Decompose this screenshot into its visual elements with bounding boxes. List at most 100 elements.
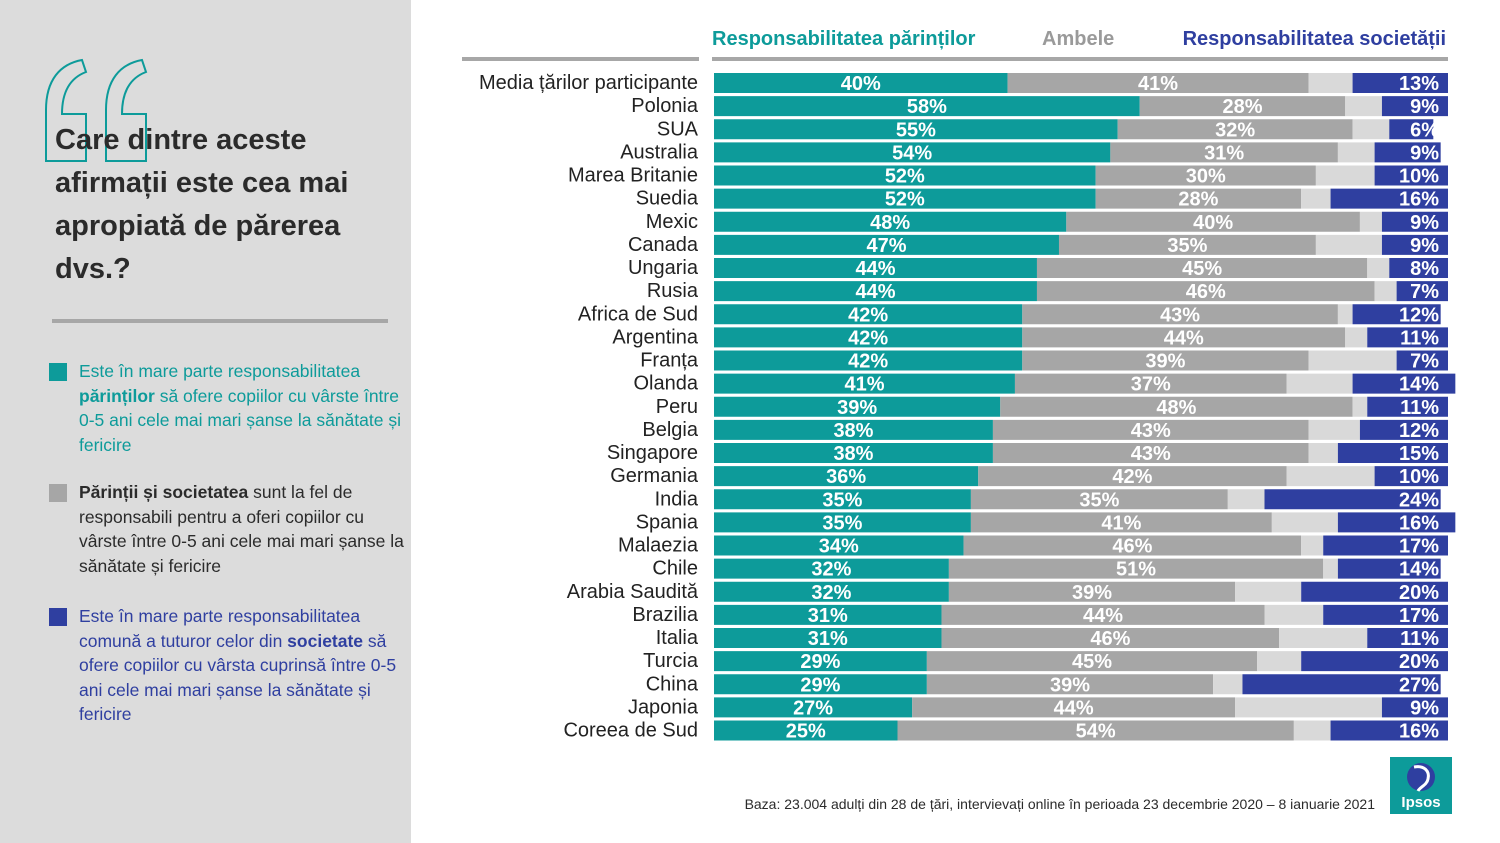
bar-segment-both [1066, 211, 1360, 232]
bar-segment-society [1359, 419, 1448, 440]
legend-both-text: Părinții și societatea sunt la fel de re… [79, 480, 409, 578]
legend-society-text-1: Este în mare parte responsabilitatea com… [79, 606, 361, 651]
bar-segment-both [948, 581, 1236, 602]
data-label-both: 28% [1178, 189, 1218, 211]
bar-segment-unlabeled [1359, 211, 1382, 232]
data-label-both: 40% [1193, 212, 1233, 234]
data-label-both: 35% [1079, 489, 1119, 511]
bar-segment-unlabeled [1308, 419, 1360, 440]
bar-segment-both [1000, 396, 1353, 417]
category-label: Malaezia [618, 535, 699, 557]
bar-segment-unlabeled [1367, 258, 1390, 278]
data-label-parents: 42% [848, 327, 888, 349]
data-label-both: 41% [1138, 73, 1178, 95]
bar-segment-society [1337, 558, 1441, 579]
data-label-both: 28% [1222, 96, 1262, 118]
bar-segment-society [1352, 304, 1441, 325]
bar-segment-unlabeled [1235, 697, 1382, 718]
bar-segment-unlabeled [1286, 373, 1353, 394]
bar-segment-unlabeled [1235, 581, 1302, 602]
data-label-both: 44% [1164, 327, 1204, 349]
bar-segment-parents [714, 119, 1118, 140]
bar-segment-parents [714, 165, 1096, 186]
bar-segment-unlabeled [1286, 466, 1375, 487]
legend-parents-text-1: Este în mare parte responsabilitatea [79, 361, 361, 381]
bar-segment-both [897, 720, 1294, 741]
bar-segment-both [1022, 350, 1309, 371]
data-label-society: 12% [1399, 420, 1439, 442]
bar-segment-society [1242, 674, 1441, 695]
bar-segment-both [941, 604, 1265, 625]
category-label: Italia [656, 627, 699, 649]
data-label-parents: 42% [848, 304, 888, 326]
data-label-both: 32% [1215, 119, 1255, 141]
bar-segment-parents [714, 258, 1037, 278]
bar-segment-society [1381, 697, 1448, 718]
data-label-society: 17% [1399, 605, 1439, 627]
data-label-both: 39% [1145, 351, 1185, 373]
bar-segment-society [1367, 327, 1448, 348]
bar-segment-unlabeled [1308, 350, 1397, 371]
data-label-society: 14% [1399, 559, 1439, 581]
data-label-parents: 52% [885, 166, 925, 188]
divider [52, 319, 388, 323]
legend-swatch-society [49, 608, 67, 626]
data-label-society: 9% [1410, 96, 1439, 118]
series-header-both: Ambele [1042, 28, 1115, 50]
legend-parents-text-2: să ofere copiilor cu vârste între 0-5 an… [79, 385, 401, 455]
bar-segment-parents [714, 327, 1023, 348]
legend-parents-text: Este în mare parte responsabilitatea păr… [79, 359, 409, 457]
bar-segment-both [926, 651, 1258, 672]
bar-segment-society [1374, 165, 1448, 186]
bar-segment-both [992, 443, 1309, 463]
data-label-society: 20% [1399, 582, 1439, 604]
category-label: Rusia [647, 280, 699, 302]
bar-segment-parents [714, 211, 1067, 232]
bar-segment-parents [714, 304, 1023, 325]
bar-segment-both [1110, 142, 1338, 163]
bar-segment-unlabeled [1374, 281, 1397, 302]
bar-segment-both [992, 419, 1309, 440]
data-label-society: 16% [1399, 189, 1439, 211]
bar-segment-unlabeled [1213, 674, 1243, 695]
data-label-society: 24% [1399, 489, 1439, 511]
bar-segment-society [1367, 628, 1448, 648]
data-label-society: 14% [1399, 374, 1439, 396]
bar-segment-unlabeled [1352, 396, 1368, 417]
category-label: Japonia [628, 696, 699, 718]
category-label: Polonia [631, 95, 699, 117]
bar-segment-parents [714, 188, 1096, 209]
data-label-society: 11% [1400, 327, 1439, 349]
bar-segment-unlabeled [1271, 512, 1338, 533]
legend-society-bold: societate [287, 630, 364, 651]
bar-segment-unlabeled [1257, 651, 1302, 672]
bar-segment-both [1036, 281, 1375, 302]
bar-segment-parents [714, 697, 913, 718]
bar-segment-unlabeled [1345, 327, 1368, 348]
data-label-both: 39% [1072, 582, 1112, 604]
bar-segment-unlabeled [1301, 535, 1324, 556]
bar-segment-society [1301, 651, 1448, 672]
bar-segment-both [1007, 73, 1309, 93]
bar-segment-both [1022, 304, 1338, 325]
data-label-parents: 52% [885, 189, 925, 211]
bar-segment-society [1374, 466, 1448, 487]
data-label-society: 10% [1399, 466, 1439, 488]
data-label-parents: 40% [841, 73, 881, 95]
data-label-both: 45% [1072, 651, 1112, 673]
bar-segment-unlabeled [1352, 119, 1390, 140]
data-label-parents: 31% [808, 628, 848, 650]
data-label-society: 9% [1410, 142, 1439, 164]
legend-both-text-2: sunt la fel de responsabili pentru a ofe… [79, 482, 404, 576]
category-label: China [646, 673, 699, 695]
category-label: Argentina [612, 326, 698, 348]
data-label-parents: 38% [833, 443, 873, 465]
category-label: Brazilia [632, 604, 698, 626]
bar-segment-society [1396, 281, 1448, 302]
data-label-both: 43% [1160, 304, 1200, 326]
bar-segment-parents [714, 720, 898, 741]
bar-segment-parents [714, 396, 1001, 417]
data-label-both: 39% [1050, 674, 1090, 696]
bar-segment-both [1117, 119, 1353, 140]
data-label-parents: 38% [833, 420, 873, 442]
